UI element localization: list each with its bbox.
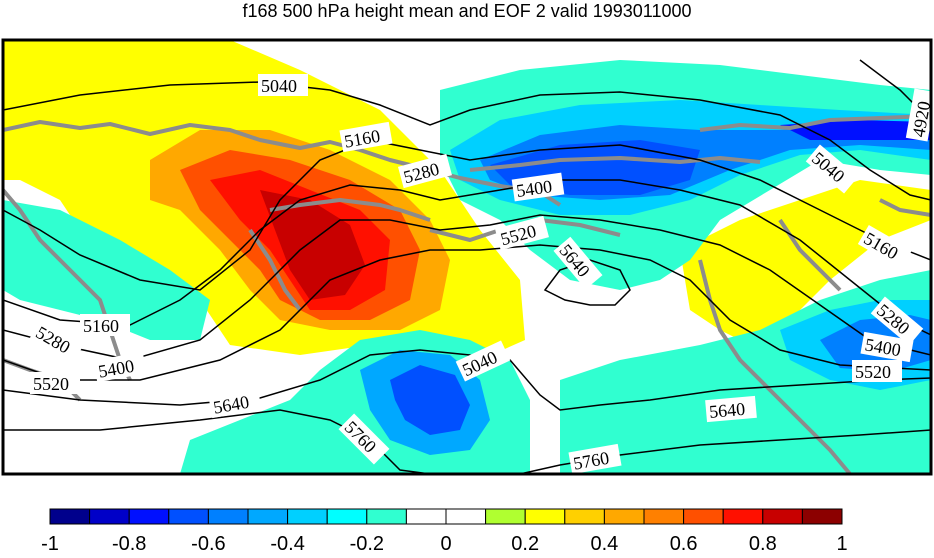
colorbar-tick-label: -1 bbox=[41, 533, 59, 555]
colorbar-tick-label: 0.4 bbox=[590, 533, 619, 555]
contour-label: 5400 bbox=[515, 176, 553, 201]
colorbar-swatch bbox=[564, 508, 605, 525]
colorbar-swatch bbox=[643, 508, 685, 525]
contour-label: 5520 bbox=[33, 374, 69, 394]
colorbar-swatch bbox=[445, 508, 487, 525]
colorbar-swatch bbox=[603, 508, 645, 525]
map-frame bbox=[1, 38, 933, 476]
colorbar-tick-label: 0 bbox=[440, 533, 452, 555]
colorbar-tick-label: 0.8 bbox=[748, 533, 777, 555]
negative-region bbox=[3, 200, 210, 340]
colorbar-tick-label: -0.6 bbox=[191, 533, 226, 555]
contour-label: 4920 bbox=[908, 100, 934, 139]
colorbar-tick-label: -0.2 bbox=[349, 533, 385, 555]
contour-label: 5520 bbox=[855, 362, 891, 382]
coastline bbox=[3, 114, 931, 474]
colorbar-tick-label: -0.4 bbox=[270, 533, 305, 555]
colorbar-swatch bbox=[247, 508, 289, 525]
colorbar bbox=[49, 508, 843, 525]
map-title: f168 500 hPa height mean and EOF 2 valid… bbox=[242, 1, 692, 21]
negative-region bbox=[390, 365, 470, 435]
colorbar-swatch bbox=[168, 508, 209, 525]
eof-shading: 5040 5160 5280 5400 5520 5640 5760 5160 … bbox=[3, 40, 934, 474]
colorbar-swatch bbox=[326, 508, 368, 525]
negative-region bbox=[780, 120, 931, 140]
colorbar-tick-label: -0.8 bbox=[111, 533, 147, 555]
colorbar-swatch bbox=[287, 508, 328, 525]
colorbar-swatch bbox=[49, 508, 91, 525]
colorbar-swatch bbox=[683, 508, 724, 525]
colorbar-swatch bbox=[405, 508, 447, 525]
positive-region bbox=[680, 180, 931, 350]
colorbar-tick-label: 1 bbox=[836, 533, 848, 555]
colorbar-swatch bbox=[801, 508, 843, 525]
colorbar-swatch bbox=[762, 508, 803, 525]
colorbar-swatch bbox=[722, 508, 764, 525]
colorbar-swatch bbox=[128, 508, 170, 525]
contour-label: 5160 bbox=[83, 316, 119, 336]
colorbar-swatch bbox=[485, 508, 526, 525]
colorbar-tick-label: 0.2 bbox=[511, 533, 540, 555]
positive-region bbox=[260, 190, 365, 300]
contour-label: 5040 bbox=[261, 76, 297, 96]
colorbar-tick-label: 0.6 bbox=[669, 533, 698, 555]
colorbar-swatch bbox=[207, 508, 249, 525]
contour-label: 5640 bbox=[708, 399, 746, 422]
colorbar-swatch bbox=[89, 508, 130, 525]
colorbar-swatch bbox=[366, 508, 407, 525]
colorbar-swatch bbox=[524, 508, 566, 525]
